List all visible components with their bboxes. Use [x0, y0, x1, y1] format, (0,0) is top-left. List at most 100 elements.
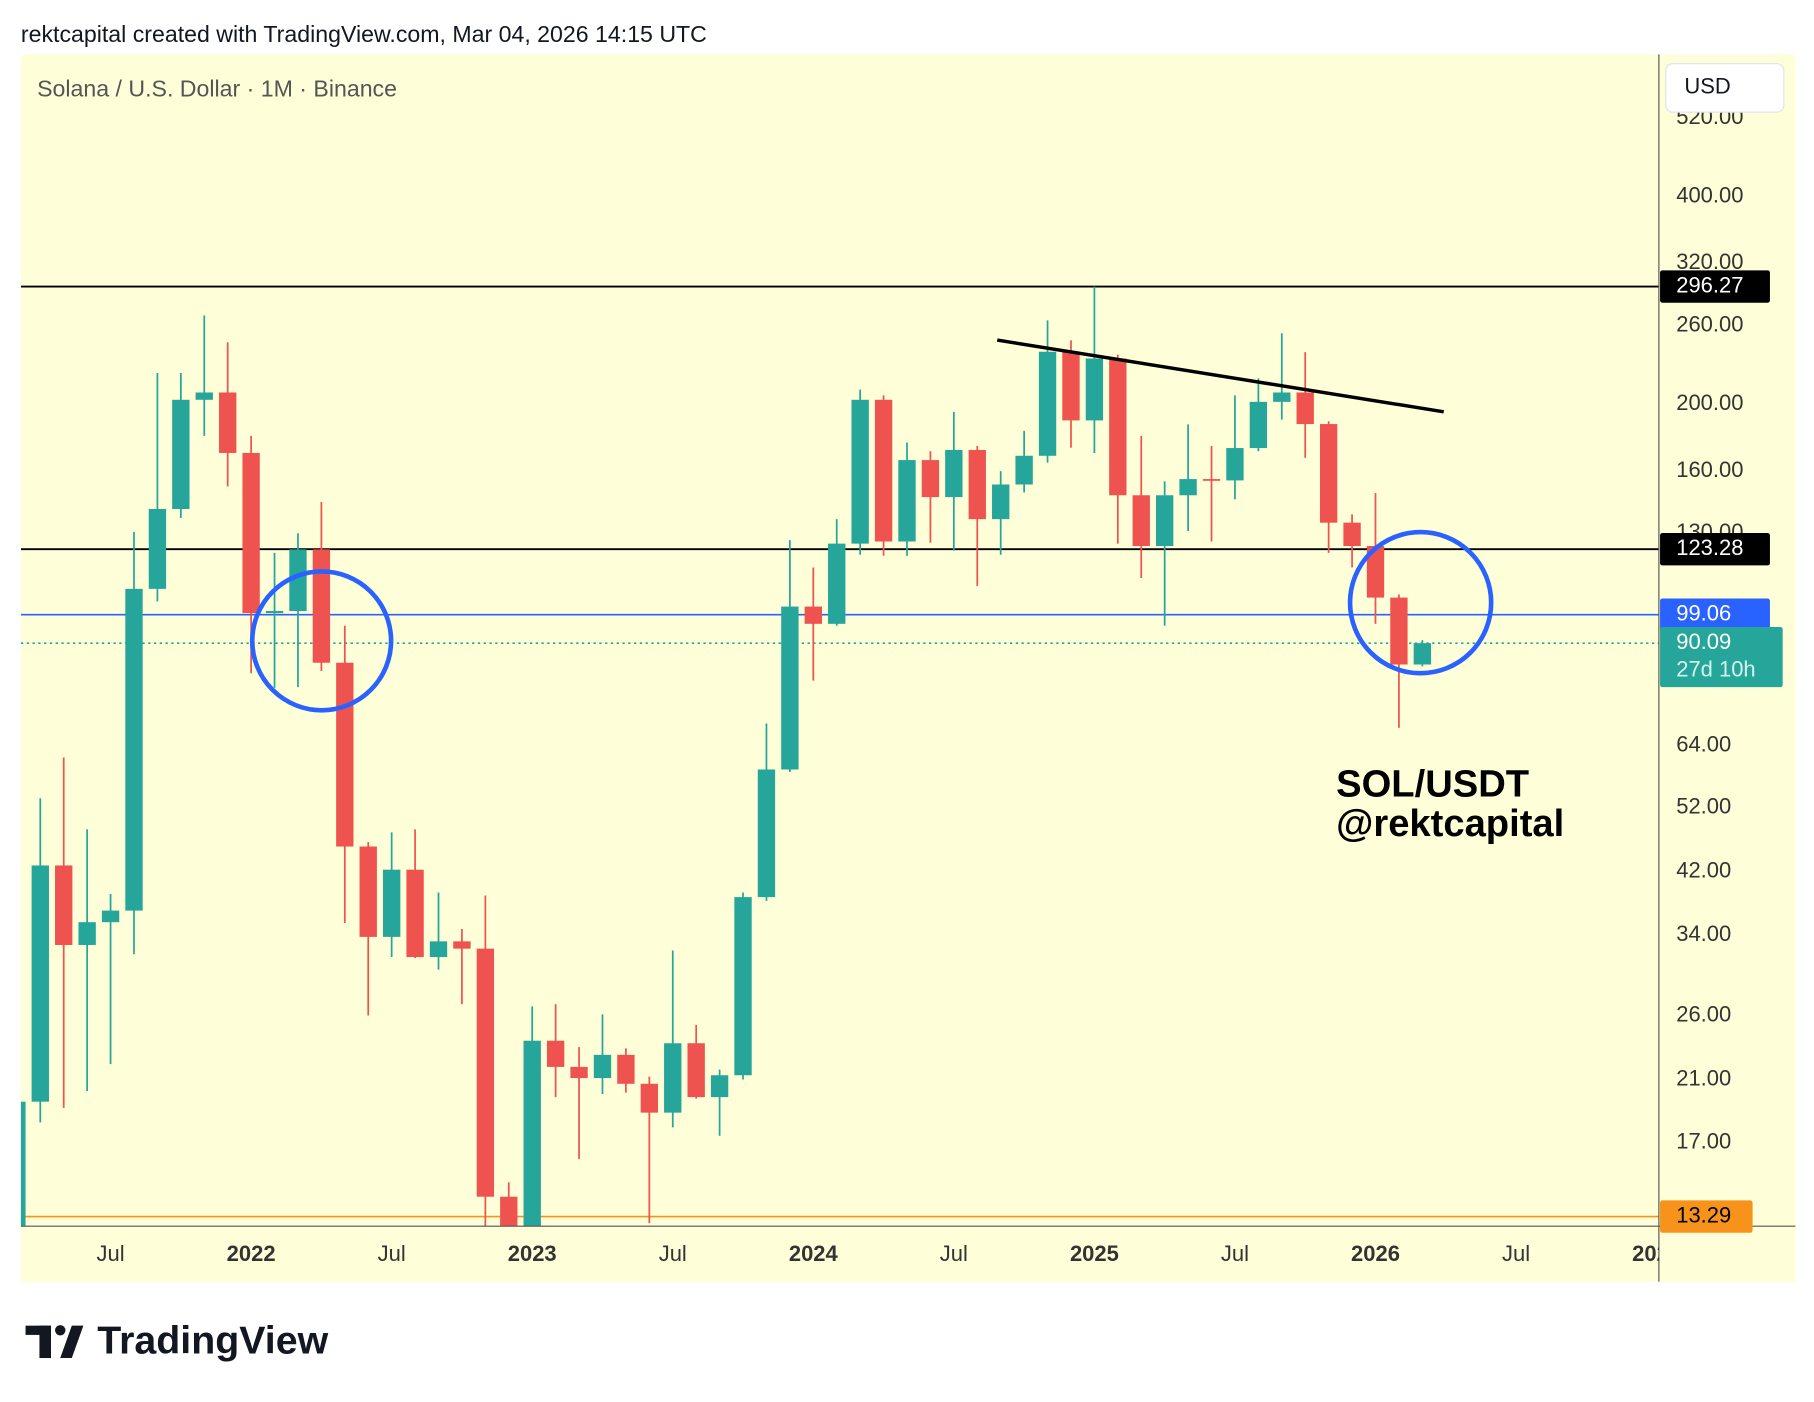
candle-body — [1390, 597, 1408, 665]
x-tick-label: 2027 — [1632, 1241, 1681, 1266]
candle-body — [101, 910, 120, 923]
candle-body — [1413, 643, 1432, 665]
candle-body — [992, 484, 1010, 520]
candle-body — [1202, 479, 1221, 481]
candle-body — [664, 1043, 682, 1113]
candle-body — [55, 865, 73, 945]
candle-body — [429, 941, 448, 958]
plot-area — [20, 285, 1659, 1227]
logo-shape — [39, 1325, 51, 1359]
x-tick-label: 2022 — [227, 1241, 276, 1266]
candle-body — [359, 846, 377, 937]
price-line-label: 99.06 — [1676, 601, 1731, 626]
price-line-label: 90.09 — [1676, 629, 1731, 654]
candle-body — [828, 543, 846, 624]
price-line-label-box — [1660, 270, 1770, 303]
logo-shape — [25, 1325, 51, 1335]
y-tick-label: 21.00 — [1676, 1065, 1731, 1090]
candle-body — [219, 392, 237, 453]
candle-body — [1015, 455, 1033, 485]
currency-button-label[interactable]: USD — [1684, 74, 1730, 99]
candle-body — [125, 588, 143, 911]
y-tick-label: 260.00 — [1676, 311, 1743, 336]
price-line-label: 296.27 — [1676, 272, 1743, 297]
candle-body — [898, 460, 916, 542]
candle-body — [453, 941, 471, 949]
candle-body — [1062, 351, 1080, 421]
y-tick-label: 400.00 — [1676, 182, 1743, 207]
y-tick-label: 52.00 — [1676, 794, 1731, 819]
symbol-title: Solana / U.S. Dollar · 1M · Binance — [37, 75, 397, 101]
candle-body — [195, 392, 213, 400]
x-tick-label: Jul — [1221, 1241, 1249, 1266]
y-tick-label: 34.00 — [1676, 921, 1731, 946]
price-line-labels: 296.27 123.28 99.06 90.09 27d 10h 13.29 — [1660, 270, 1783, 1233]
logo — [25, 1325, 84, 1359]
candle-body — [148, 508, 167, 589]
logo-shape — [60, 1325, 84, 1359]
candle-body — [1226, 448, 1244, 481]
candle-body — [31, 865, 49, 1102]
candle-body — [78, 922, 96, 945]
candle-body — [734, 897, 752, 1076]
candle-body — [172, 399, 190, 509]
y-tick-label: 320.00 — [1676, 249, 1743, 274]
y-tick-label: 64.00 — [1676, 731, 1731, 756]
candle-body — [336, 662, 354, 847]
candle-body — [1155, 495, 1174, 547]
x-tick-label: 2025 — [1070, 1241, 1119, 1266]
x-tick-label: Jul — [1502, 1241, 1530, 1266]
candle-body — [781, 606, 799, 770]
candle-body — [687, 1043, 705, 1098]
candle-body — [523, 1040, 541, 1227]
candle-body — [476, 948, 495, 1197]
x-tick-label: Jul — [940, 1241, 968, 1266]
currency-button[interactable] — [1665, 63, 1785, 113]
candle-body — [570, 1066, 588, 1079]
countdown: 27d 10h — [1676, 657, 1755, 682]
candle-body — [1366, 546, 1385, 598]
candle-body — [1038, 351, 1057, 456]
x-tick-label: 2023 — [508, 1241, 557, 1266]
candle-body — [968, 449, 986, 520]
annotation: @rektcapital — [1336, 802, 1564, 845]
y-tick-label: 160.00 — [1676, 457, 1743, 482]
x-tick-label: 2026 — [1351, 1241, 1400, 1266]
candle-body — [804, 606, 822, 624]
price-line-label-box — [1660, 1200, 1753, 1233]
candle-body — [242, 452, 260, 614]
candle-body — [20, 1101, 26, 1227]
candle-body — [265, 611, 284, 614]
candle-body — [1249, 401, 1268, 449]
candle-body — [1109, 358, 1127, 496]
x-tick-label: Jul — [97, 1241, 125, 1266]
candle-body — [289, 549, 307, 612]
candle-body — [1296, 392, 1314, 425]
annotation: SOL/USDT — [1336, 763, 1529, 806]
candle-body — [874, 399, 893, 542]
candle-body — [851, 399, 869, 544]
x-tick-label: Jul — [659, 1241, 687, 1266]
x-tick-label: Jul — [378, 1241, 406, 1266]
candle-body — [312, 549, 331, 663]
candle-body — [1319, 424, 1338, 523]
candle-body — [1085, 358, 1104, 421]
logo-shape — [55, 1325, 66, 1336]
price-line-label: 13.29 — [1676, 1202, 1731, 1227]
price-line-label-box — [1660, 598, 1770, 631]
candle-body — [500, 1196, 518, 1227]
candle-body — [1273, 392, 1291, 402]
y-tick-label: 200.00 — [1676, 390, 1743, 415]
candle-body — [1179, 479, 1197, 496]
candle-body — [757, 769, 776, 898]
branding: TradingView — [97, 1318, 328, 1362]
time-scale: Jul 2022 Jul 2023 Jul 2024 Jul 2025 Jul 2026 Jul 20… — [97, 1241, 1681, 1266]
candle-body — [406, 869, 424, 958]
y-tick-label: 26.00 — [1676, 1001, 1731, 1026]
price-line-label: 123.28 — [1676, 535, 1743, 560]
highlight-circle — [1347, 529, 1494, 676]
candle-body — [1132, 495, 1150, 547]
chart-panel — [20, 54, 1796, 1282]
candle-body — [710, 1075, 729, 1098]
